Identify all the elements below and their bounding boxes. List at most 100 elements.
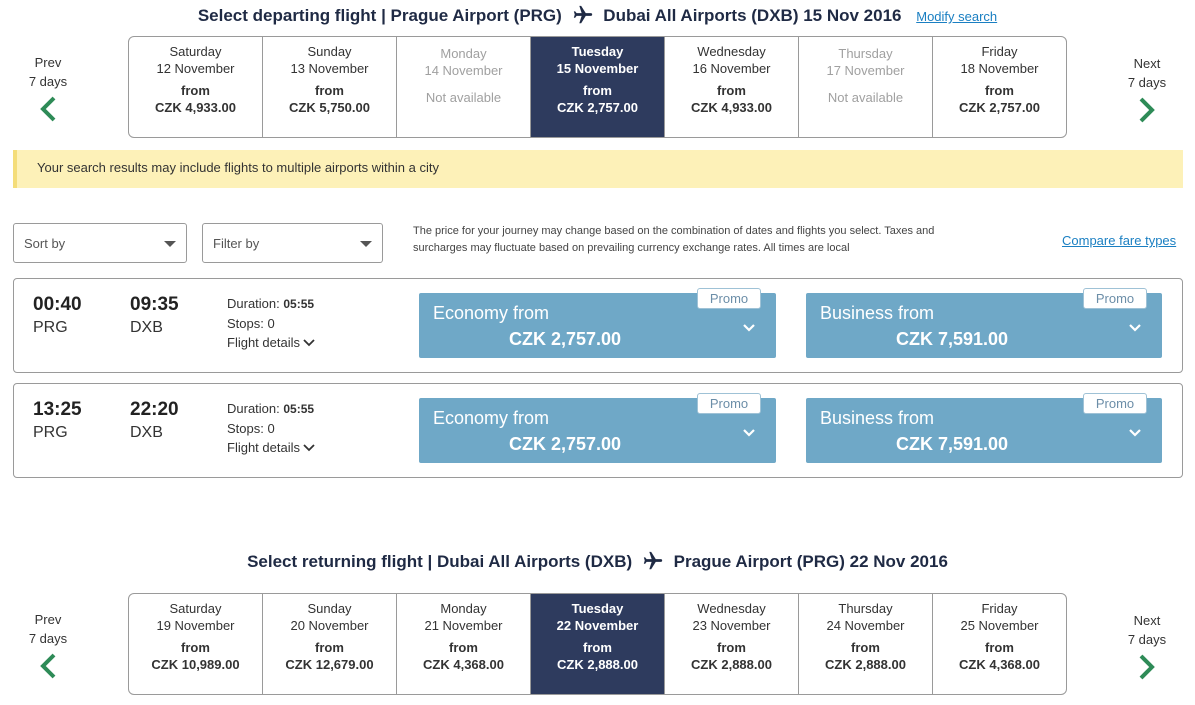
day-name: Monday xyxy=(440,46,487,61)
economy-fare-button[interactable]: Promo Economy from CZK 2,757.00 xyxy=(419,288,776,358)
business-fare-button[interactable]: Promo Business from CZK 7,591.00 xyxy=(806,288,1162,358)
depart-next-button[interactable]: Next 7 days xyxy=(1112,54,1182,124)
compare-fare-types-link[interactable]: Compare fare types xyxy=(1062,233,1177,248)
disclaimer-line-2: surcharges may fluctuate based on prevai… xyxy=(413,242,850,254)
flight-details-toggle[interactable]: Flight details xyxy=(227,333,315,352)
day-name: Tuesday xyxy=(571,601,624,616)
day-price: CZK 2,757.00 xyxy=(557,100,638,115)
fare-price: CZK 2,757.00 xyxy=(509,434,622,454)
day-name: Saturday xyxy=(169,44,222,59)
next-sublabel: 7 days xyxy=(1127,75,1167,90)
stops: Stops: 0 xyxy=(227,421,275,436)
depart-title-suffix: Dubai All Airports (DXB) 15 Nov 2016 xyxy=(603,6,902,25)
day-price: CZK 5,750.00 xyxy=(289,100,370,115)
day-price: CZK 2,888.00 xyxy=(825,657,906,672)
depart-day-tue-selected[interactable]: Tuesday 15 November from CZK 2,757.00 xyxy=(531,37,665,137)
day-date: 23 November xyxy=(692,618,771,633)
prev-label: Prev xyxy=(34,55,62,70)
day-from: from xyxy=(583,640,612,655)
chevron-down-icon xyxy=(743,429,755,437)
depart-day-mon: Monday 14 November Not available xyxy=(397,37,531,137)
modify-search-link[interactable]: Modify search xyxy=(916,9,998,24)
return-day-fri[interactable]: Friday 25 November from CZK 4,368.00 xyxy=(933,594,1066,694)
flight-details-toggle[interactable]: Flight details xyxy=(227,438,315,457)
day-name: Wednesday xyxy=(697,44,766,59)
chevron-down-icon xyxy=(1129,324,1141,332)
prev-sublabel: 7 days xyxy=(28,74,68,89)
caret-down-icon xyxy=(164,241,176,247)
day-name: Friday xyxy=(981,44,1018,59)
depart-prev-button[interactable]: Prev 7 days xyxy=(13,53,83,123)
fare-price: CZK 2,757.00 xyxy=(509,329,622,349)
departure-time: 13:25 xyxy=(33,399,82,420)
duration: Duration: 05:55 xyxy=(227,294,315,314)
return-title-suffix: Prague Airport (PRG) 22 Nov 2016 xyxy=(673,552,948,571)
departure-airport: PRG xyxy=(33,319,68,336)
return-day-thu[interactable]: Thursday 24 November from CZK 2,888.00 xyxy=(799,594,933,694)
arrival-time: 09:35 xyxy=(130,294,179,315)
price-disclaimer: The price for your journey may change ba… xyxy=(413,223,1013,257)
economy-fare-button[interactable]: Promo Economy from CZK 2,757.00 xyxy=(419,393,776,463)
promo-badge: Promo xyxy=(1083,288,1147,309)
day-from: from xyxy=(583,83,612,98)
day-price: CZK 2,888.00 xyxy=(691,657,772,672)
depart-day-sun[interactable]: Sunday 13 November from CZK 5,750.00 xyxy=(263,37,397,137)
duration-value: 05:55 xyxy=(283,297,315,311)
day-date: 20 November xyxy=(290,618,369,633)
day-price: CZK 12,679.00 xyxy=(285,657,374,672)
day-price: CZK 4,933.00 xyxy=(691,100,772,115)
depart-day-sat[interactable]: Saturday 12 November from CZK 4,933.00 xyxy=(129,37,263,137)
fare-label: Economy from xyxy=(433,408,550,428)
day-from: from xyxy=(181,640,210,655)
fare-label: Economy from xyxy=(433,303,550,323)
return-prev-button[interactable]: Prev 7 days xyxy=(13,610,83,680)
day-date: 17 November xyxy=(826,63,905,78)
day-date: 15 November xyxy=(556,61,639,76)
next-label: Next xyxy=(1133,613,1161,628)
chevron-down-icon xyxy=(1129,429,1141,437)
return-next-button[interactable]: Next 7 days xyxy=(1112,611,1182,681)
day-date: 14 November xyxy=(424,63,503,78)
day-date: 18 November xyxy=(960,61,1039,76)
chevron-down-icon xyxy=(743,324,755,332)
flight-info: Duration: 05:55 Stops: 0 Flight details xyxy=(227,294,315,352)
chevron-right-icon xyxy=(1139,97,1155,123)
day-from: from xyxy=(985,83,1014,98)
next-label: Next xyxy=(1133,56,1161,71)
depart-heading: Select departing flight | Prague Airport… xyxy=(0,4,1195,31)
return-title-prefix: Select returning flight | Dubai All Airp… xyxy=(247,552,633,571)
day-from: from xyxy=(985,640,1014,655)
day-not-available: Not available xyxy=(827,90,904,105)
sort-by-dropdown[interactable]: Sort by xyxy=(13,223,187,263)
day-date: 12 November xyxy=(156,61,235,76)
return-day-sat[interactable]: Saturday 19 November from CZK 10,989.00 xyxy=(129,594,263,694)
fare-label: Business from xyxy=(820,408,935,428)
fare-price: CZK 7,591.00 xyxy=(896,434,1009,454)
return-day-wed[interactable]: Wednesday 23 November from CZK 2,888.00 xyxy=(665,594,799,694)
return-date-strip: Saturday 19 November from CZK 10,989.00 … xyxy=(128,593,1067,695)
prev-label: Prev xyxy=(34,612,62,627)
business-fare-button[interactable]: Promo Business from CZK 7,591.00 xyxy=(806,393,1162,463)
day-not-available: Not available xyxy=(425,90,502,105)
next-sublabel: 7 days xyxy=(1127,632,1167,647)
fare-price: CZK 7,591.00 xyxy=(896,329,1009,349)
flight-card: 00:40 PRG 09:35 DXB Duration: 05:55 Stop… xyxy=(13,278,1183,373)
duration-label: Duration: xyxy=(227,296,280,311)
fare-label: Business from xyxy=(820,303,935,323)
stops: Stops: 0 xyxy=(227,316,275,331)
return-day-mon[interactable]: Monday 21 November from CZK 4,368.00 xyxy=(397,594,531,694)
day-from: from xyxy=(315,83,344,98)
day-date: 22 November xyxy=(556,618,639,633)
return-day-sun[interactable]: Sunday 20 November from CZK 12,679.00 xyxy=(263,594,397,694)
day-date: 25 November xyxy=(960,618,1039,633)
depart-date-strip: Saturday 12 November from CZK 4,933.00 S… xyxy=(128,36,1067,138)
return-day-tue-selected[interactable]: Tuesday 22 November from CZK 2,888.00 xyxy=(531,594,665,694)
filter-by-dropdown[interactable]: Filter by xyxy=(202,223,383,263)
day-name: Friday xyxy=(981,601,1018,616)
depart-day-fri[interactable]: Friday 18 November from CZK 2,757.00 xyxy=(933,37,1066,137)
depart-day-wed[interactable]: Wednesday 16 November from CZK 4,933.00 xyxy=(665,37,799,137)
day-date: 24 November xyxy=(826,618,905,633)
depart-title-prefix: Select departing flight | Prague Airport… xyxy=(197,6,562,25)
promo-badge: Promo xyxy=(1083,393,1147,414)
arrival-airport: DXB xyxy=(130,424,163,441)
